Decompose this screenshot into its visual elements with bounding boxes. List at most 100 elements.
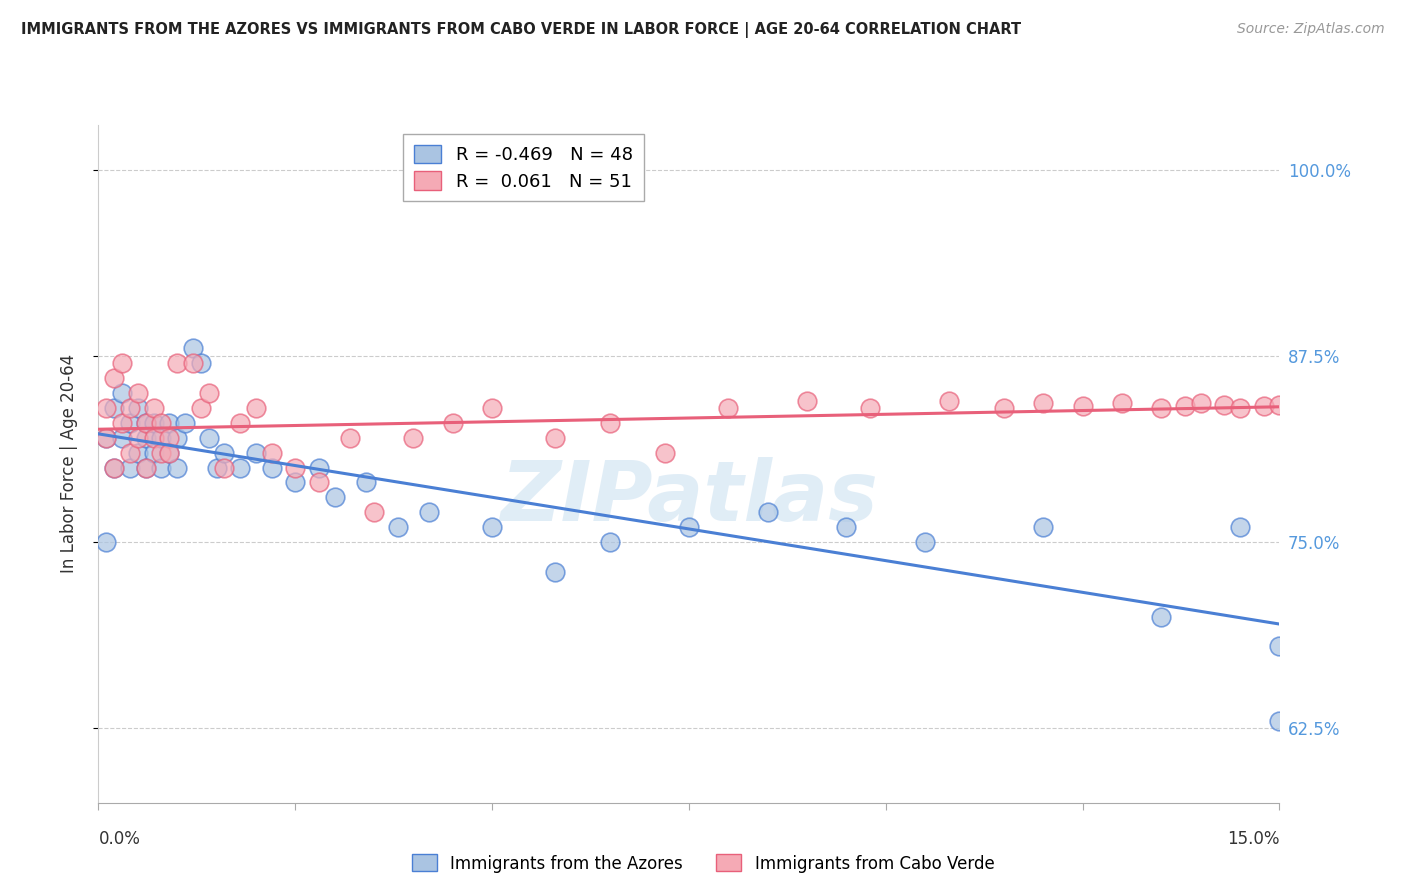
Point <box>127 386 149 401</box>
Point <box>103 401 125 415</box>
Point <box>835 520 858 534</box>
Point <box>118 460 141 475</box>
Point <box>1213 398 1236 412</box>
Point <box>481 520 503 534</box>
Point <box>157 445 180 459</box>
Point <box>142 401 165 415</box>
Point <box>260 460 283 475</box>
Point <box>150 460 173 475</box>
Point <box>150 416 173 430</box>
Point <box>96 401 118 415</box>
Point <box>229 416 252 430</box>
Point <box>96 431 118 445</box>
Point <box>308 475 330 490</box>
Point <box>197 431 219 445</box>
Point <box>142 445 165 459</box>
Point <box>284 475 307 490</box>
Point <box>135 416 157 430</box>
Point <box>402 431 425 445</box>
Point <box>127 445 149 459</box>
Point <box>544 431 567 445</box>
Point <box>1253 400 1275 414</box>
Point <box>1229 401 1251 415</box>
Point <box>1268 714 1291 728</box>
Point <box>678 520 700 534</box>
Point <box>654 445 676 459</box>
Point <box>354 475 377 490</box>
Point <box>214 445 236 459</box>
Point <box>166 431 188 445</box>
Point <box>599 416 621 430</box>
Point <box>111 356 134 370</box>
Point <box>157 416 180 430</box>
Text: 15.0%: 15.0% <box>1227 830 1279 848</box>
Point <box>150 445 173 459</box>
Point <box>96 535 118 549</box>
Point <box>1032 396 1054 410</box>
Text: IMMIGRANTS FROM THE AZORES VS IMMIGRANTS FROM CABO VERDE IN LABOR FORCE | AGE 20: IMMIGRANTS FROM THE AZORES VS IMMIGRANTS… <box>21 22 1021 38</box>
Text: ZIPatlas: ZIPatlas <box>501 458 877 538</box>
Y-axis label: In Labor Force | Age 20-64: In Labor Force | Age 20-64 <box>59 354 77 574</box>
Legend: Immigrants from the Azores, Immigrants from Cabo Verde: Immigrants from the Azores, Immigrants f… <box>405 847 1001 880</box>
Point <box>717 401 740 415</box>
Point <box>544 565 567 579</box>
Point <box>245 445 267 459</box>
Point <box>118 445 141 459</box>
Point <box>190 356 212 370</box>
Point <box>214 460 236 475</box>
Point <box>308 460 330 475</box>
Point <box>157 431 180 445</box>
Point <box>481 401 503 415</box>
Point <box>205 460 228 475</box>
Point <box>111 416 134 430</box>
Point <box>1111 396 1133 410</box>
Point <box>142 431 165 445</box>
Point <box>599 535 621 549</box>
Point <box>284 460 307 475</box>
Point <box>103 460 125 475</box>
Point <box>993 401 1015 415</box>
Point <box>1189 396 1212 410</box>
Point <box>1268 640 1291 654</box>
Point <box>418 505 440 519</box>
Point <box>190 401 212 415</box>
Point <box>135 431 157 445</box>
Point <box>245 401 267 415</box>
Point <box>1229 520 1251 534</box>
Point <box>127 431 149 445</box>
Text: 0.0%: 0.0% <box>98 830 141 848</box>
Point <box>1071 400 1094 414</box>
Point <box>181 342 204 356</box>
Point <box>96 431 118 445</box>
Point <box>197 386 219 401</box>
Point <box>229 460 252 475</box>
Point <box>111 431 134 445</box>
Point <box>135 460 157 475</box>
Point <box>103 371 125 385</box>
Point <box>441 416 464 430</box>
Point <box>181 356 204 370</box>
Point <box>1150 609 1173 624</box>
Point <box>938 393 960 408</box>
Point <box>103 460 125 475</box>
Point <box>914 535 936 549</box>
Point <box>1150 401 1173 415</box>
Point <box>796 393 818 408</box>
Point <box>118 416 141 430</box>
Text: Source: ZipAtlas.com: Source: ZipAtlas.com <box>1237 22 1385 37</box>
Point <box>166 356 188 370</box>
Point <box>157 445 180 459</box>
Point <box>127 401 149 415</box>
Point <box>1174 400 1197 414</box>
Point <box>150 431 173 445</box>
Point <box>118 401 141 415</box>
Legend: R = -0.469   N = 48, R =  0.061   N = 51: R = -0.469 N = 48, R = 0.061 N = 51 <box>404 134 644 202</box>
Point <box>174 416 197 430</box>
Point <box>859 401 882 415</box>
Point <box>1032 520 1054 534</box>
Point <box>387 520 409 534</box>
Point <box>323 491 346 505</box>
Point <box>166 460 188 475</box>
Point <box>135 416 157 430</box>
Point <box>363 505 385 519</box>
